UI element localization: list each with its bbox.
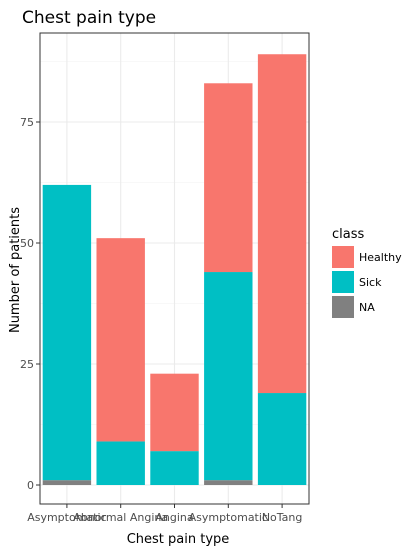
x-tick-label: Angina: [155, 511, 193, 524]
y-tick-label: 50: [20, 237, 34, 250]
y-axis-title: Number of patients: [8, 207, 23, 333]
bar-sick: [96, 441, 145, 485]
bar-healthy: [96, 238, 145, 442]
x-tick-label: Abnormal Angina: [73, 511, 168, 524]
bar-healthy: [257, 54, 307, 394]
legend: class Healthy Sick NA: [332, 227, 402, 318]
bar-healthy: [204, 83, 253, 273]
bar-na: [42, 480, 92, 485]
bar-sick: [204, 272, 253, 481]
y-tick-label: 75: [20, 116, 34, 129]
bar-sick: [257, 393, 307, 485]
legend-key-sick: [332, 271, 354, 293]
chart-title: Chest pain type: [22, 8, 156, 28]
y-tick-label: 25: [20, 358, 34, 371]
legend-key-healthy: [332, 246, 354, 268]
legend-label-na: NA: [359, 301, 375, 314]
x-axis-title: Chest pain type: [127, 532, 230, 547]
bar-healthy: [150, 373, 199, 452]
legend-key-na: [332, 296, 354, 318]
x-tick-label: NoTang: [262, 511, 303, 524]
legend-label-healthy: Healthy: [359, 251, 402, 264]
bar-sick: [42, 184, 92, 481]
bar-sick: [150, 451, 199, 485]
legend-label-sick: Sick: [359, 276, 382, 289]
bar-na: [204, 480, 253, 485]
y-tick-label: 0: [27, 479, 34, 492]
x-tick-label: Asymptomatic: [189, 511, 268, 524]
legend-title: class: [332, 227, 364, 242]
y-axis: 0 25 50 75: [20, 116, 40, 492]
x-tick-label: Asymptomatic: [27, 511, 106, 524]
plot-panel: [39, 32, 310, 505]
